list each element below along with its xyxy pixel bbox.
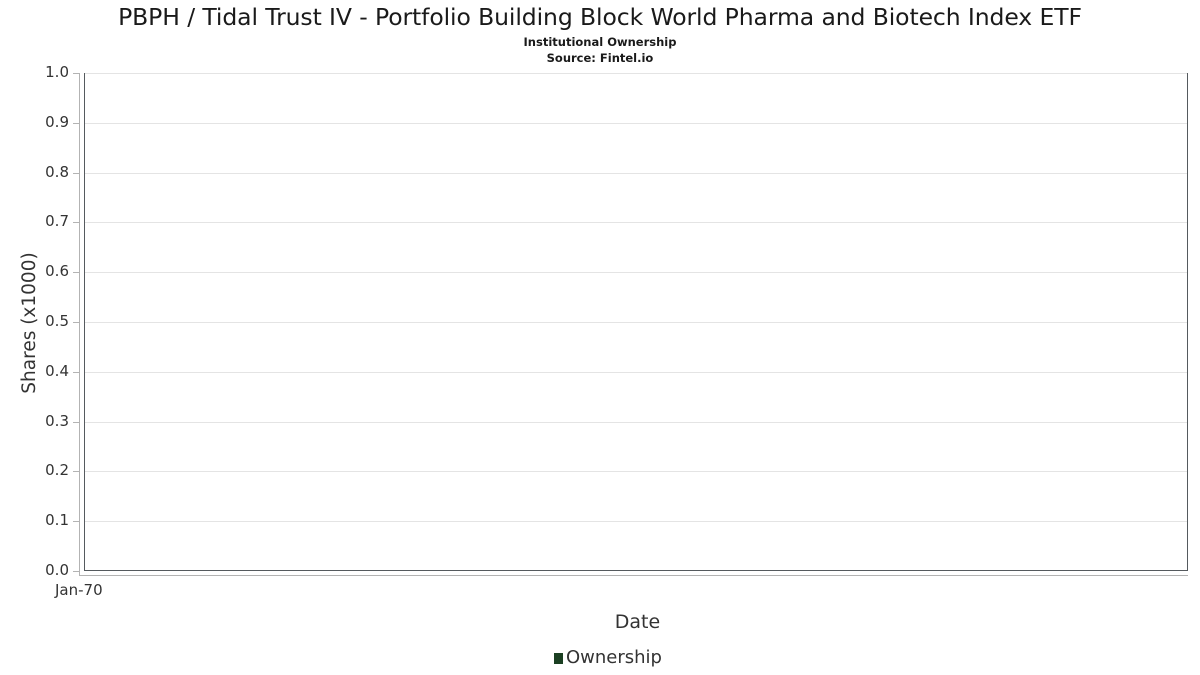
y-axis-tick-label: 0.1	[45, 511, 69, 530]
legend-swatch-icon	[554, 652, 563, 664]
y-axis-title: Shares (x1000)	[19, 252, 40, 394]
y-axis-tick-mark	[73, 421, 79, 423]
y-axis-tick-label: 0.4	[45, 361, 69, 380]
y-axis-tick-label: 0.3	[45, 411, 69, 430]
legend-item-label: Ownership	[566, 647, 662, 668]
gridline	[85, 471, 1187, 473]
x-axis-tick-label: Jan-70	[55, 581, 103, 599]
gridline	[85, 272, 1187, 274]
gridline	[85, 421, 1187, 423]
chart-subtitle: Institutional Ownership	[523, 35, 677, 49]
y-axis-tick-mark	[73, 322, 79, 323]
gridline	[85, 322, 1187, 323]
x-axis-title: Date	[614, 611, 661, 633]
y-axis-tick-label: 0.5	[45, 312, 69, 330]
y-axis-tick-mark	[73, 73, 79, 74]
page-title: PBPH / Tidal Trust IV - Portfolio Buildi…	[118, 3, 1082, 31]
y-axis-tick-mark	[73, 172, 79, 174]
y-axis-tick-mark	[73, 521, 79, 523]
plot-area	[84, 73, 1188, 571]
y-axis-tick-mark	[73, 371, 79, 373]
x-axis-line	[79, 575, 1188, 576]
gridline	[85, 73, 1187, 74]
y-axis-tick-label: 1.0	[45, 63, 69, 81]
gridline	[85, 122, 1187, 124]
y-axis-line	[79, 73, 80, 575]
y-axis-tick-mark	[73, 571, 79, 572]
y-axis-tick-label: 0.9	[45, 112, 69, 131]
y-axis-tick-label: 0.6	[45, 262, 69, 281]
y-axis-tick-label: 0.8	[45, 162, 69, 181]
gridline	[85, 172, 1187, 174]
y-axis-tick-mark	[73, 471, 79, 473]
gridline	[85, 371, 1187, 373]
y-axis-tick-mark	[73, 272, 79, 274]
y-axis-tick-mark	[73, 222, 79, 224]
y-axis-tick-label: 0.7	[45, 212, 69, 231]
chart-legend: Ownership	[0, 647, 1200, 669]
y-axis-tick-mark	[73, 122, 79, 124]
gridline	[85, 521, 1187, 523]
y-axis-tick-label: 0.0	[45, 561, 69, 579]
legend-item-ownership[interactable]: Ownership	[554, 647, 662, 669]
gridline	[85, 222, 1187, 224]
chart-source-label: Source: Fintel.io	[546, 51, 654, 65]
y-axis-tick-label: 0.2	[45, 461, 69, 480]
